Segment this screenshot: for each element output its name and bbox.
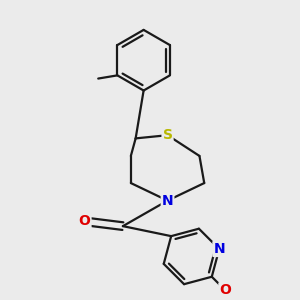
Text: S: S [163,128,172,142]
Text: O: O [219,283,231,297]
Text: N: N [162,194,173,208]
Text: N: N [213,242,225,256]
Text: O: O [79,214,91,228]
